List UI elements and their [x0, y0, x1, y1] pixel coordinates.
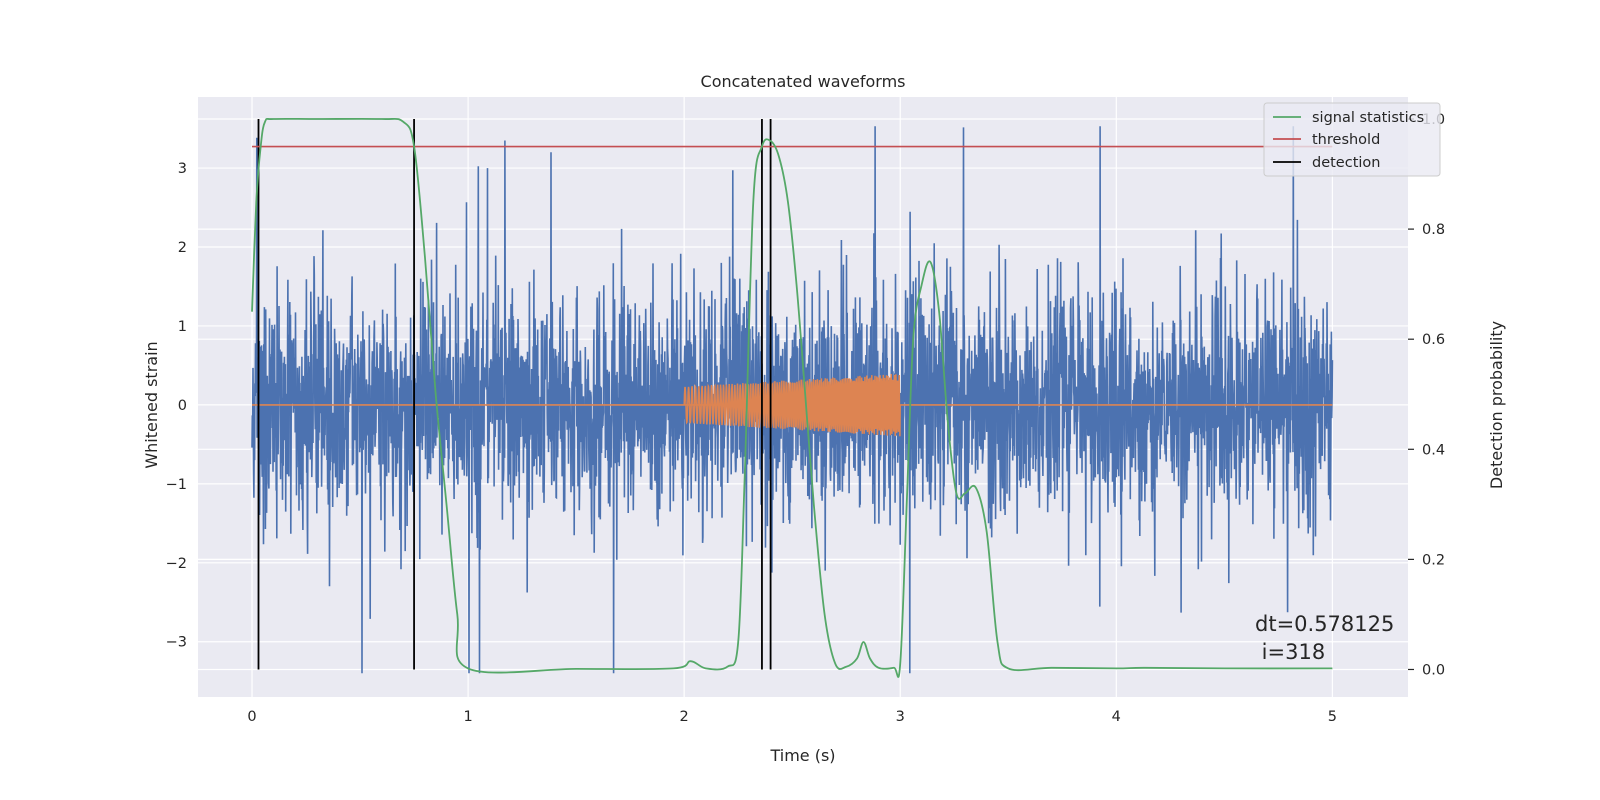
- x-tick-label-1: 1: [463, 709, 472, 725]
- y2-axis-label: Detection probability: [1487, 321, 1506, 489]
- x-tick-label-4: 4: [1112, 709, 1121, 725]
- y-tick-label-0: −3: [166, 635, 187, 651]
- chart-title: Concatenated waveforms: [701, 72, 906, 91]
- x-ticks: 0 1 2 3 4 5: [247, 709, 1337, 725]
- y2-tick-label-0: 0.0: [1422, 662, 1445, 678]
- legend: signal statistics threshold detection: [1263, 102, 1441, 177]
- x-tick-label-3: 3: [896, 709, 905, 725]
- signal-statistics-series: [251, 117, 1333, 678]
- injection-line: [683, 373, 901, 437]
- x-tick-label-2: 2: [680, 709, 689, 725]
- x-tick-label-0: 0: [247, 709, 256, 725]
- signal-statistics-line: [251, 117, 1333, 678]
- y-tick-label-5: 2: [178, 240, 187, 256]
- y2-tick-label-1: 0.2: [1422, 552, 1445, 568]
- annotation-dt: dt=0.578125: [1255, 612, 1394, 636]
- y2-ticks: 0.00.20.40.60.81.0: [1408, 112, 1445, 678]
- injection-series: [252, 373, 1333, 437]
- y-tick-label-2: −1: [166, 477, 187, 493]
- y-tick-label-3: 0: [178, 398, 187, 414]
- y2-tick-label-2: 0.4: [1422, 442, 1445, 458]
- annotation-i: i=318: [1255, 640, 1325, 664]
- y-axis-label: Whitened strain: [142, 341, 161, 468]
- detection-lines: [257, 119, 772, 670]
- y-tick-label-6: 3: [178, 161, 187, 177]
- x-axis-label: Time (s): [769, 746, 835, 765]
- y2-tick-label-3: 0.6: [1422, 332, 1445, 348]
- y-ticks: −3 −2 −1 0 1 2 3: [166, 161, 187, 651]
- legend-label-detection: detection: [1312, 155, 1380, 171]
- legend-box: [1263, 102, 1441, 177]
- y2-tick-label-4: 0.8: [1422, 222, 1445, 238]
- y-tick-label-1: −2: [166, 556, 187, 572]
- legend-label-threshold: threshold: [1312, 132, 1380, 148]
- x-tick-label-5: 5: [1328, 709, 1337, 725]
- y-tick-label-4: 1: [178, 319, 187, 335]
- legend-label-signal-statistics: signal statistics: [1312, 110, 1424, 126]
